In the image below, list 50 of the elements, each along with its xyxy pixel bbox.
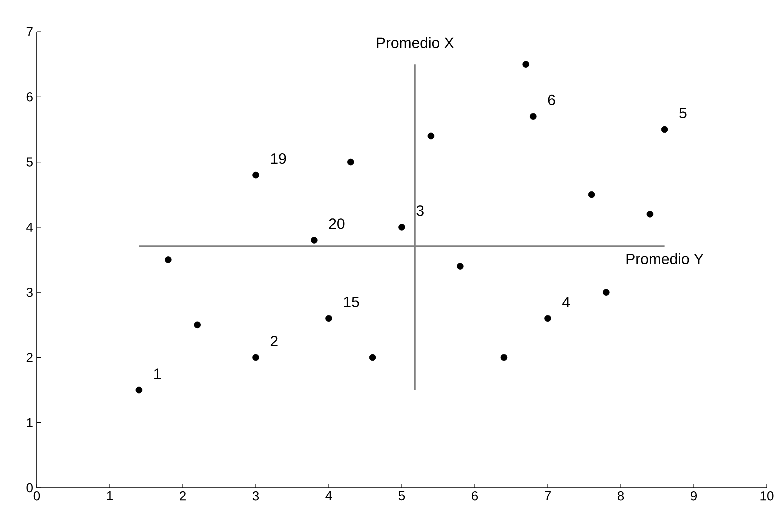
annotation: 2 <box>270 336 278 347</box>
x-tick-label: 2 <box>180 492 186 501</box>
point <box>661 126 668 134</box>
x-tick-label: 1 <box>107 492 113 500</box>
y-tick-label: 5 <box>26 158 33 167</box>
point <box>428 132 435 140</box>
y-tick-label: 0 <box>26 483 33 493</box>
y-tick-label: 3 <box>26 288 33 298</box>
x-tick-label: 8 <box>618 492 624 501</box>
point <box>326 315 332 322</box>
annotation: 4 <box>562 297 570 308</box>
annotation: 20 <box>329 218 345 230</box>
annotation: 1 <box>154 368 162 380</box>
point <box>348 158 354 166</box>
y-tick-label: 1 <box>27 418 33 428</box>
annotation: 5 <box>680 108 687 119</box>
point <box>194 322 201 329</box>
point <box>252 354 260 362</box>
x-tick-label: 7 <box>545 492 551 500</box>
point <box>603 289 610 296</box>
point <box>136 386 143 394</box>
point <box>500 354 508 362</box>
point <box>398 224 406 231</box>
point <box>522 61 530 68</box>
x-tick-label: 3 <box>252 492 260 501</box>
point <box>646 211 654 218</box>
y-tick-label: 2 <box>26 353 33 362</box>
y-tick-label: 4 <box>26 222 34 232</box>
point <box>544 315 552 322</box>
annotation: 3 <box>416 206 424 216</box>
point <box>530 113 537 120</box>
x-tick-label: 4 <box>326 492 332 500</box>
y-tick-label: 6 <box>26 92 33 102</box>
point <box>311 237 318 244</box>
point <box>252 172 260 179</box>
annotation: 19 <box>271 153 286 164</box>
point <box>588 191 596 198</box>
x-tick-label: 6 <box>472 492 478 501</box>
y-tick-label: 7 <box>26 28 33 36</box>
annotation: 15 <box>344 296 360 308</box>
x-tick-label: 9 <box>691 492 697 501</box>
point <box>165 256 172 264</box>
x-tick-label: 10 <box>760 492 774 501</box>
x-tick-label: 5 <box>398 492 406 501</box>
annotation: 6 <box>548 94 556 106</box>
x-tick-label: 0 <box>34 492 40 501</box>
ref-line-label: Promedio X <box>377 37 454 48</box>
point <box>369 354 376 362</box>
ref-line-label: Promedio Y <box>626 254 704 265</box>
point <box>457 263 464 270</box>
